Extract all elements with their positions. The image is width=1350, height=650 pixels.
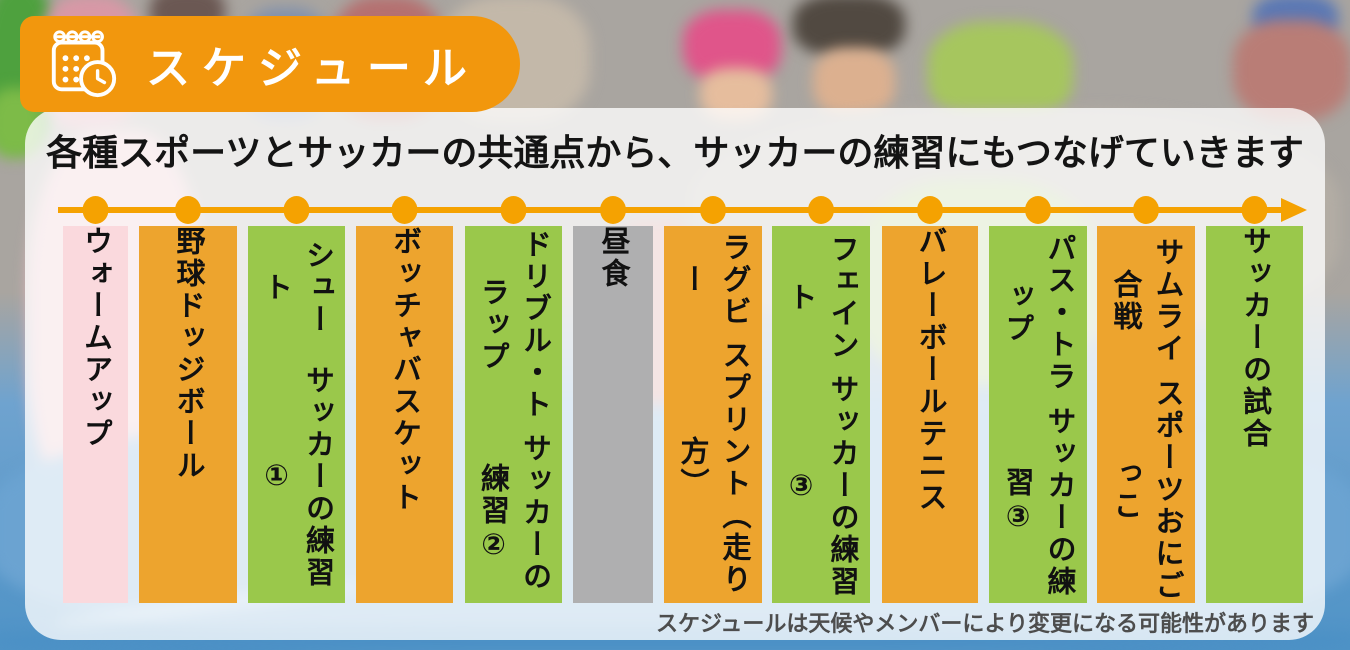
schedule-item: ラグビースプリント（走り方） (664, 226, 762, 603)
footer-note: スケジュールは天候やメンバーにより変更になる可能性があります (655, 611, 1314, 636)
schedule-item: シュートサッカーの練習① (248, 226, 345, 603)
timeline-dot (175, 196, 201, 224)
schedule-item: 野球 ドッジボール (139, 226, 237, 603)
timeline-dot (600, 196, 626, 224)
schedule-item: ボッチャ バスケット (356, 226, 453, 603)
schedule-item-label: バレーボール (914, 226, 947, 418)
timeline-dot (1133, 196, 1159, 224)
timeline-dot (82, 196, 109, 224)
schedule-item: ドリブル・トラップサッカーの練習② (465, 226, 562, 603)
schedule-item-label: スプリント（走り方） (676, 340, 751, 597)
schedule-item-label: スポーツおにごっこ (1109, 377, 1184, 602)
schedule-item-label: サッカーの練習① (259, 364, 334, 589)
timeline-svg (58, 196, 1307, 224)
schedule-item: パス・トラップサッカーの練習③ (989, 226, 1087, 603)
schedule-item: バレーボール テニス (882, 226, 978, 603)
schedule-item-label: サムライ合戦 (1109, 237, 1184, 366)
schedule-item-label: サッカーの試合 (1238, 226, 1271, 450)
schedule-item-label: バスケット (388, 354, 421, 514)
timeline-dot (917, 196, 943, 224)
timeline-dot (808, 196, 834, 224)
schedule-item-label: サッカーの練習③ (1001, 405, 1076, 598)
schedule-item: サッカーの試合 (1206, 226, 1303, 603)
photo-blob (813, 48, 895, 116)
schedule-item-label: ラグビー (676, 231, 751, 328)
timeline-dot (283, 196, 310, 224)
timeline-dot (391, 196, 418, 224)
schedule-item-label: サッカーの練習② (476, 433, 551, 594)
schedule-item-label: テニス (914, 418, 947, 514)
schedule-item-label: フェイント (784, 233, 859, 362)
page-title: スケジュール (146, 44, 479, 93)
schedule-item-label: ボッチャ (388, 226, 421, 354)
timeline-arrow-icon (1281, 198, 1307, 222)
schedule-item-label: 野球 (172, 226, 205, 290)
timeline-dot (1241, 196, 1268, 224)
subtitle: 各種スポーツとサッカーの共通点から、サッカーの練習にもつなげていきます (46, 132, 1304, 173)
calendar-clock-icon (51, 30, 117, 98)
schedule-item-label: 昼食 (597, 226, 630, 290)
photo-blob (1233, 20, 1350, 120)
schedule-item: ウォームアップ (63, 226, 128, 603)
schedule-item: サムライ合戦スポーツおにごっこ (1097, 226, 1195, 603)
schedule-item: 昼食 (573, 226, 653, 603)
photo-blob (793, 0, 905, 56)
schedule-item-label: ドッジボール (172, 290, 205, 482)
header: スケジュール (20, 16, 520, 112)
schedule-item-label: ウォームアップ (79, 226, 112, 450)
schedule-item: フェイントサッカーの練習③ (772, 226, 870, 603)
timeline-dot (700, 196, 726, 224)
timeline-dot (1025, 196, 1051, 224)
schedule-item-label: サッカーの練習③ (784, 374, 859, 599)
timeline-dot (500, 196, 527, 224)
schedule-item-label: パス・トラップ (1001, 233, 1076, 394)
photo-blob (928, 22, 1073, 122)
schedule-item-label: ドリブル・トラップ (476, 228, 551, 421)
schedule-item-label: シュート (259, 240, 334, 337)
